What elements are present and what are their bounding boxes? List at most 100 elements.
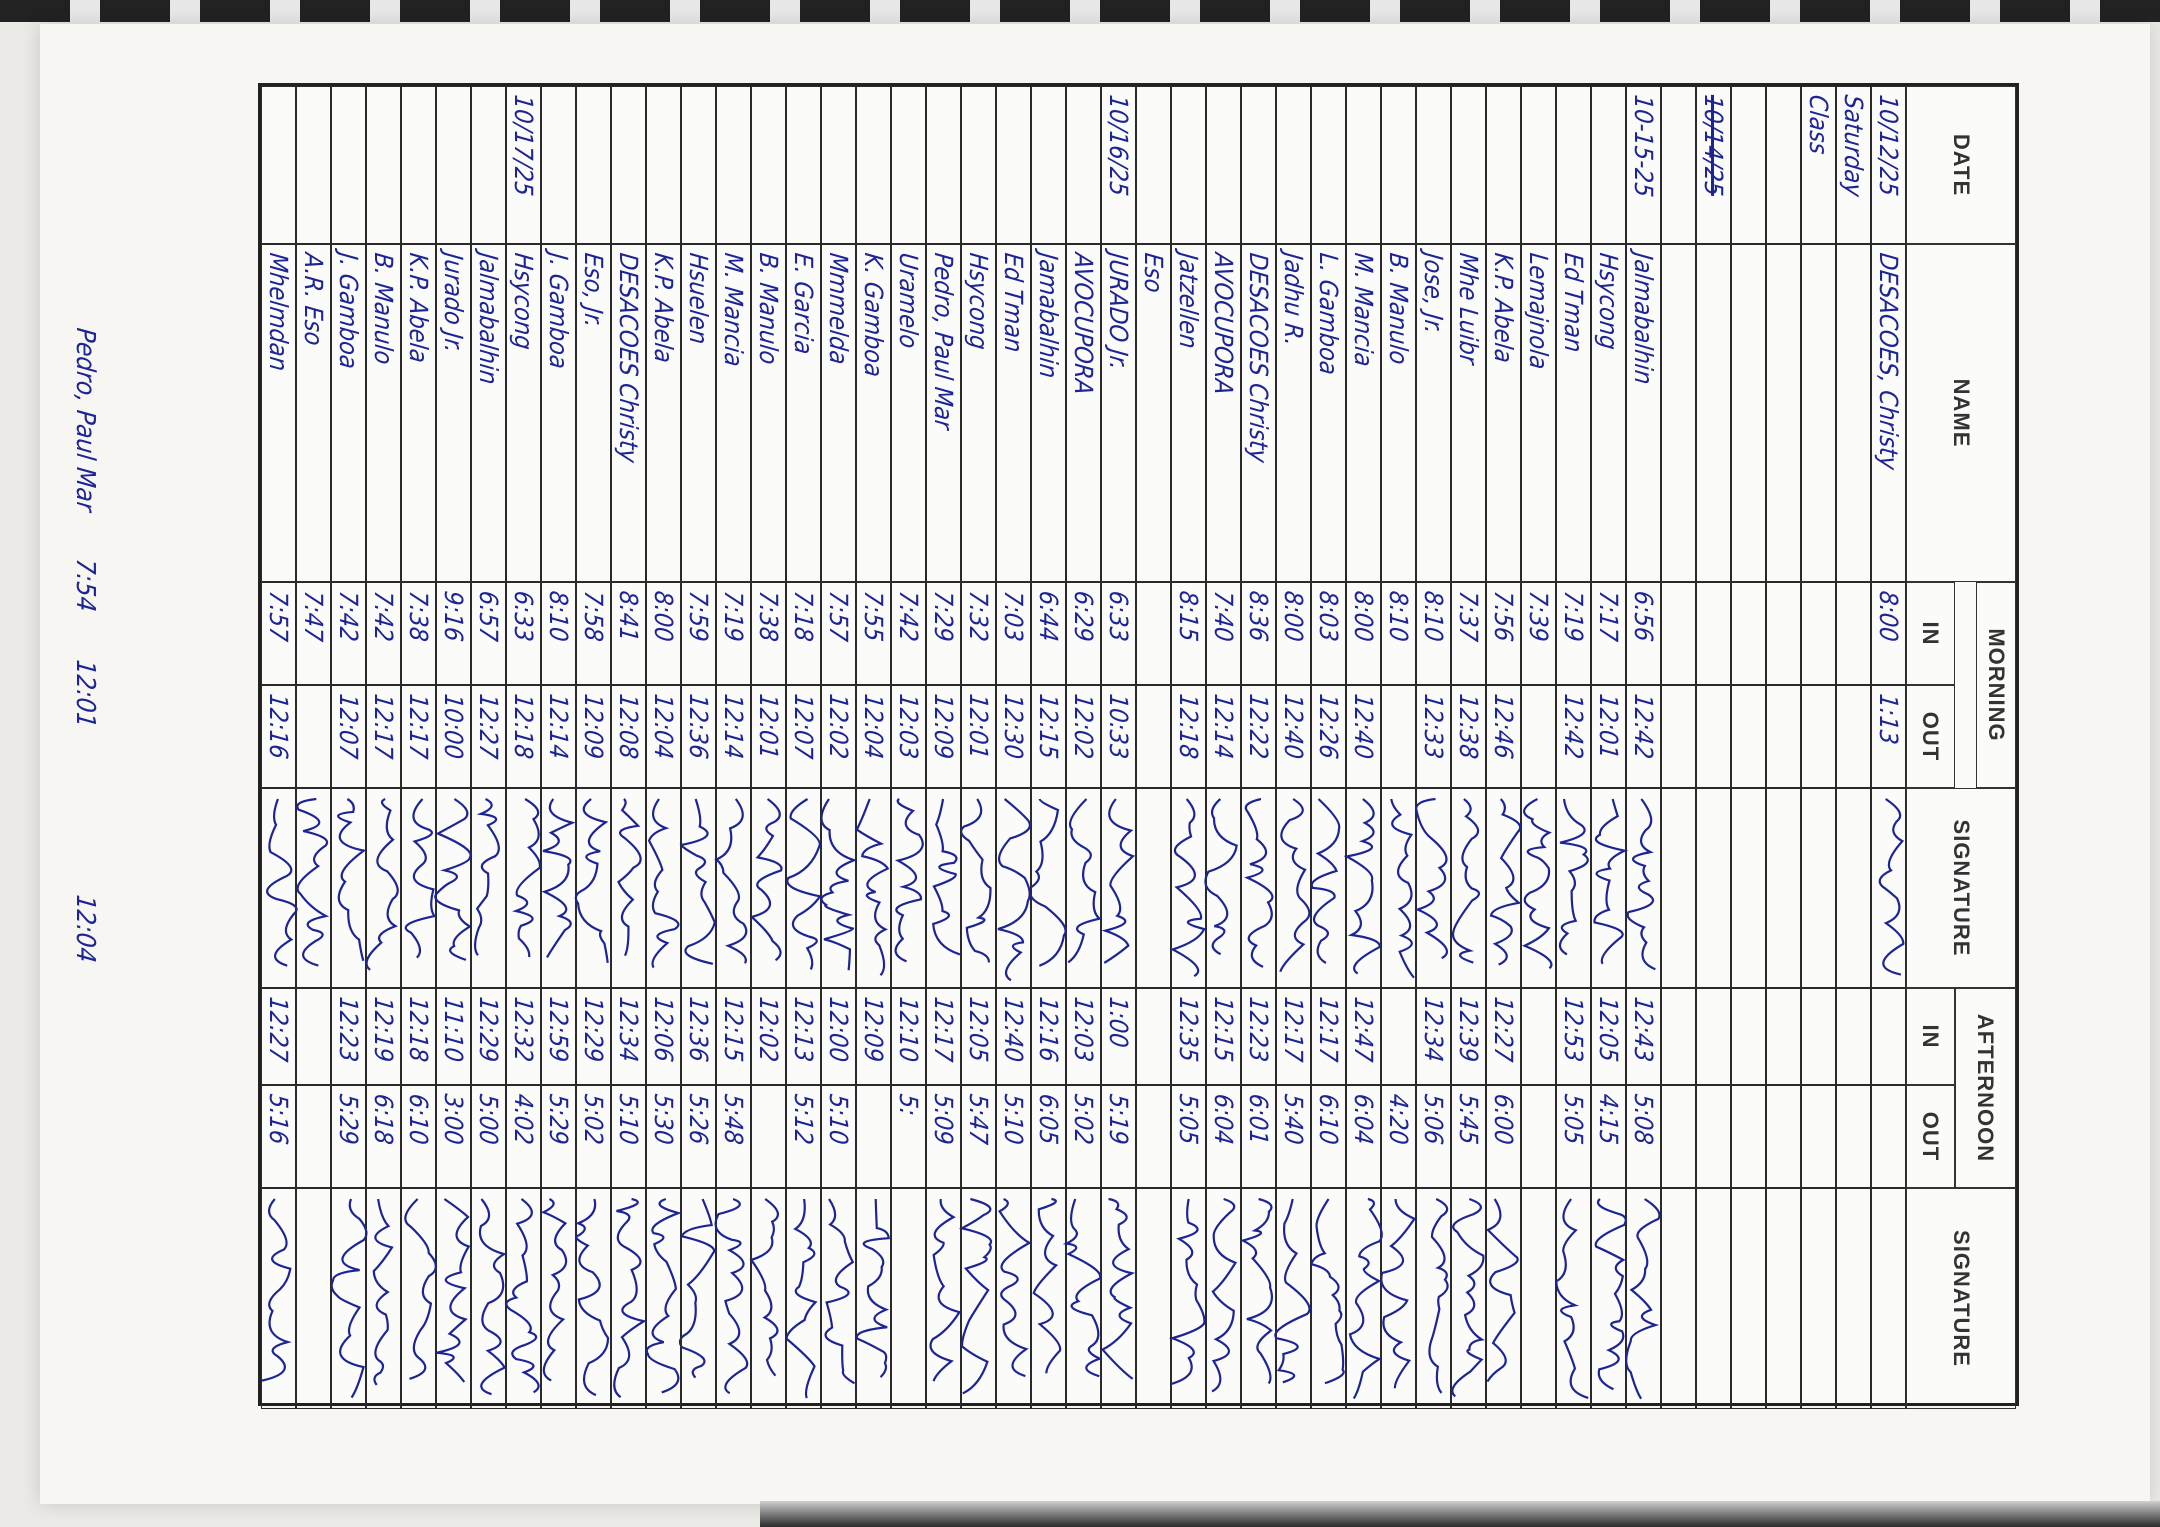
- pm-out-text: 5:10: [999, 1092, 1028, 1147]
- signature-stroke: [1067, 798, 1102, 964]
- am-in-cell: 7:18: [786, 582, 821, 685]
- pm-out-cell: 5:40: [1276, 1085, 1311, 1188]
- signature-stroke: [1274, 1198, 1311, 1384]
- am-out-cell: [1836, 685, 1871, 788]
- pm-signature-cell: [1766, 1188, 1801, 1409]
- pm-in-cell: [1661, 988, 1696, 1085]
- am-out-cell: [1801, 685, 1836, 788]
- am-in-text: 8:10: [1419, 589, 1448, 644]
- signature-stroke: [749, 798, 783, 962]
- date-cell: [1556, 86, 1591, 244]
- pm-in-text: 12:15: [1209, 995, 1238, 1064]
- pm-in-text: 12:17: [1314, 995, 1343, 1064]
- am-out-cell: 12:14: [716, 685, 751, 788]
- date-cell: [821, 86, 856, 244]
- date-cell: [296, 86, 331, 244]
- signature-stroke: [1626, 798, 1656, 971]
- signature-mark: [404, 1198, 437, 1380]
- am-in-cell: 7:47: [296, 582, 331, 685]
- am-signature-cell: [1871, 788, 1906, 988]
- am-in-cell: 7:57: [261, 582, 296, 685]
- pm-signature-cell: [958, 1188, 996, 1409]
- am-out-cell: 12:16: [261, 685, 296, 788]
- name-cell: Hsycong: [961, 244, 996, 582]
- am-in-text: 7:42: [894, 589, 923, 644]
- signature-mark: [998, 1197, 1032, 1378]
- header-pm-out: OUT: [1906, 1085, 1955, 1188]
- signature-stroke: [478, 1198, 507, 1396]
- pm-signature-cell: [678, 1188, 716, 1409]
- am-in-cell: 8:10: [1381, 582, 1416, 685]
- pm-in-cell: [1381, 988, 1416, 1085]
- am-in-text: 7:37: [1454, 589, 1483, 644]
- pm-out-cell: 6:04: [1346, 1085, 1381, 1188]
- pm-out-cell: 5:26: [681, 1085, 716, 1188]
- am-out-cell: 12:36: [681, 685, 716, 788]
- signature-stroke: [855, 798, 890, 977]
- name-cell: [1731, 244, 1766, 582]
- pm-signature-cell: [714, 1188, 751, 1409]
- name-cell: AVOCUPORA: [1066, 244, 1101, 582]
- am-out-text: 12:30: [999, 692, 1028, 761]
- am-out-text: 10:00: [439, 692, 468, 761]
- am-signature-cell: [960, 788, 996, 988]
- am-in-cell: 8:10: [541, 582, 576, 685]
- am-signature-cell: [1241, 788, 1276, 988]
- name-text: Jamabalhin: [1034, 251, 1063, 380]
- signature-mark: [929, 1198, 962, 1382]
- signature-mark: [1168, 1198, 1206, 1385]
- date-cell: [1521, 86, 1556, 244]
- signature-stroke: [1211, 1197, 1238, 1393]
- signature-mark: [1380, 1198, 1417, 1389]
- signature-stroke: [960, 798, 992, 963]
- signature-mark: [1593, 798, 1629, 965]
- am-in-text: 7:19: [719, 589, 748, 644]
- date-text: 10/16/25: [1104, 93, 1133, 198]
- pm-in-cell: 12:18: [401, 988, 436, 1085]
- name-text: Hsycong: [1594, 251, 1623, 352]
- am-signature-cell: [1343, 788, 1381, 988]
- pm-in-cell: 12:32: [506, 988, 541, 1085]
- am-out-cell: 12:02: [821, 685, 856, 788]
- am-out-cell: 12:15: [1031, 685, 1066, 788]
- pm-out-cell: 5:29: [331, 1085, 366, 1188]
- margin-note-name: Pedro, Paul Mar: [70, 326, 100, 514]
- name-text: K.P. Abela: [1489, 251, 1518, 365]
- signature-stroke: [1451, 1197, 1486, 1398]
- am-signature-cell: [1591, 788, 1629, 988]
- margin-note: Pedro, Paul Mar 7:54 12:01 12:04: [70, 320, 100, 964]
- am-in-text: 6:57: [474, 589, 503, 644]
- binder-edge: [0, 0, 2160, 22]
- signature-stroke: [330, 1198, 368, 1399]
- name-cell: K.P. Abela: [646, 244, 681, 582]
- pm-out-cell: [1731, 1085, 1766, 1188]
- am-out-text: 12:46: [1489, 692, 1518, 761]
- pm-signature-cell: [611, 1188, 647, 1409]
- pm-signature-cell: [1555, 1188, 1591, 1409]
- pm-out-text: 5:30: [649, 1092, 678, 1147]
- pm-out-cell: 4:15: [1591, 1085, 1626, 1188]
- pm-in-cell: [296, 988, 331, 1085]
- signature-mark: [1414, 797, 1449, 960]
- am-out-cell: 12:40: [1346, 685, 1381, 788]
- pm-in-text: 11:10: [439, 995, 468, 1064]
- name-text: A.R. Eso: [299, 251, 328, 348]
- am-out-cell: 12:27: [471, 685, 506, 788]
- pm-out-cell: 5:16: [261, 1085, 296, 1188]
- pm-signature-cell: [261, 1188, 296, 1409]
- signature-stroke: [1380, 1198, 1417, 1389]
- signature-mark: [1390, 798, 1415, 979]
- signature-stroke: [1878, 798, 1905, 976]
- am-signature-cell: [541, 788, 576, 988]
- am-out-cell: 12:09: [926, 685, 961, 788]
- pm-in-cell: [1521, 988, 1556, 1085]
- name-text: Hsycong: [964, 251, 993, 352]
- name-text: M. Mancia: [719, 251, 748, 369]
- pm-out-text: 5:08: [1629, 1092, 1658, 1147]
- pm-in-cell: 12:27: [1486, 988, 1521, 1085]
- am-out-cell: 12:04: [856, 685, 891, 788]
- name-cell: [1696, 244, 1731, 582]
- name-text: Jose, Jr.: [1419, 251, 1448, 336]
- pm-signature-cell: [1836, 1188, 1871, 1409]
- name-text: Hsuelen: [684, 251, 713, 346]
